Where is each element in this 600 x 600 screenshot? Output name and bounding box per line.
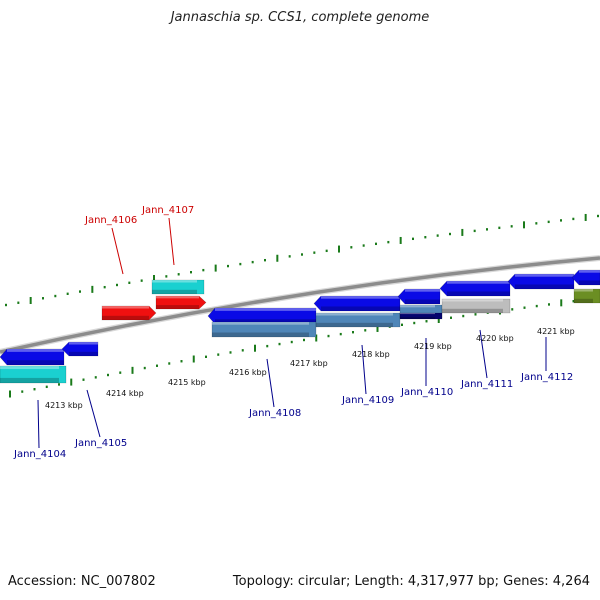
gene-jann-4106b	[155, 295, 207, 310]
gene-jann-4108-inner	[211, 321, 317, 338]
gene-label: Jann_4111	[460, 379, 513, 390]
gene-label: Jann_4112	[520, 372, 573, 383]
scale-labels: 4213 kbp 4214 kbp 4215 kbp 4216 kbp 4217 kbp…	[45, 327, 575, 410]
gene-jann-4113	[571, 269, 600, 286]
label-leader-line	[479, 329, 488, 379]
scale-label: 4220 kbp	[476, 334, 514, 343]
gene-label: Jann_4106	[84, 215, 137, 226]
label-leader-line	[37, 399, 40, 449]
gene-jann-4110-navy	[399, 312, 443, 320]
inner-tick-track	[9, 296, 599, 398]
map-title: Jannaschia sp. CCS1, complete genome	[170, 10, 430, 25]
genome-summary-text: Topology: circular; Length: 4,317,977 bp…	[232, 574, 590, 589]
label-leader-line	[168, 217, 175, 266]
gene-label: Jann_4110	[400, 387, 453, 398]
gene-jann-4106	[101, 305, 157, 321]
gene-jann-4113-inner	[573, 288, 600, 304]
label-leader-line	[86, 389, 101, 438]
scale-label: 4218 kbp	[352, 350, 390, 359]
genome-backbone	[0, 255, 600, 355]
label-leader-lines	[37, 217, 547, 449]
gene-labels: Jann_4106 Jann_4107 Jann_4104 Jann_4105 Jann…	[13, 205, 573, 460]
gene-jann-4109-inner	[315, 312, 401, 328]
label-leader-line	[111, 227, 124, 275]
gene-features	[0, 269, 600, 384]
accession-text: Accession: NC_007802	[8, 574, 156, 589]
scale-label: 4213 kbp	[45, 401, 83, 410]
backbone-line	[0, 256, 600, 354]
gene-jann-4107	[151, 279, 205, 295]
label-leader-line	[266, 358, 275, 408]
label-leader-line	[361, 344, 367, 395]
gene-jann-4111-inner	[441, 298, 511, 314]
gene-label: Jann_4104	[13, 449, 66, 460]
scale-label: 4221 kbp	[537, 327, 575, 336]
gene-jann-4110	[397, 288, 441, 305]
gene-jann-4109	[313, 295, 401, 312]
scale-label: 4219 kbp	[414, 342, 452, 351]
gene-jann-4105	[61, 341, 99, 357]
gene-jann-4111	[439, 280, 511, 297]
gene-label: Jann_4109	[341, 395, 394, 406]
scale-label: 4217 kbp	[290, 359, 328, 368]
outer-tick-track	[5, 213, 599, 307]
gene-jann-4112	[507, 273, 575, 290]
gene-jann-4104	[0, 348, 65, 366]
scale-label: 4215 kbp	[168, 378, 206, 387]
gene-label: Jann_4107	[141, 205, 194, 216]
scale-label: 4214 kbp	[106, 389, 144, 398]
gene-label: Jann_4108	[248, 408, 301, 419]
scale-label: 4216 kbp	[229, 368, 267, 377]
gene-label: Jann_4105	[74, 438, 127, 449]
gene-jann-4104-inner	[0, 365, 67, 384]
gene-jann-4108	[207, 307, 317, 325]
